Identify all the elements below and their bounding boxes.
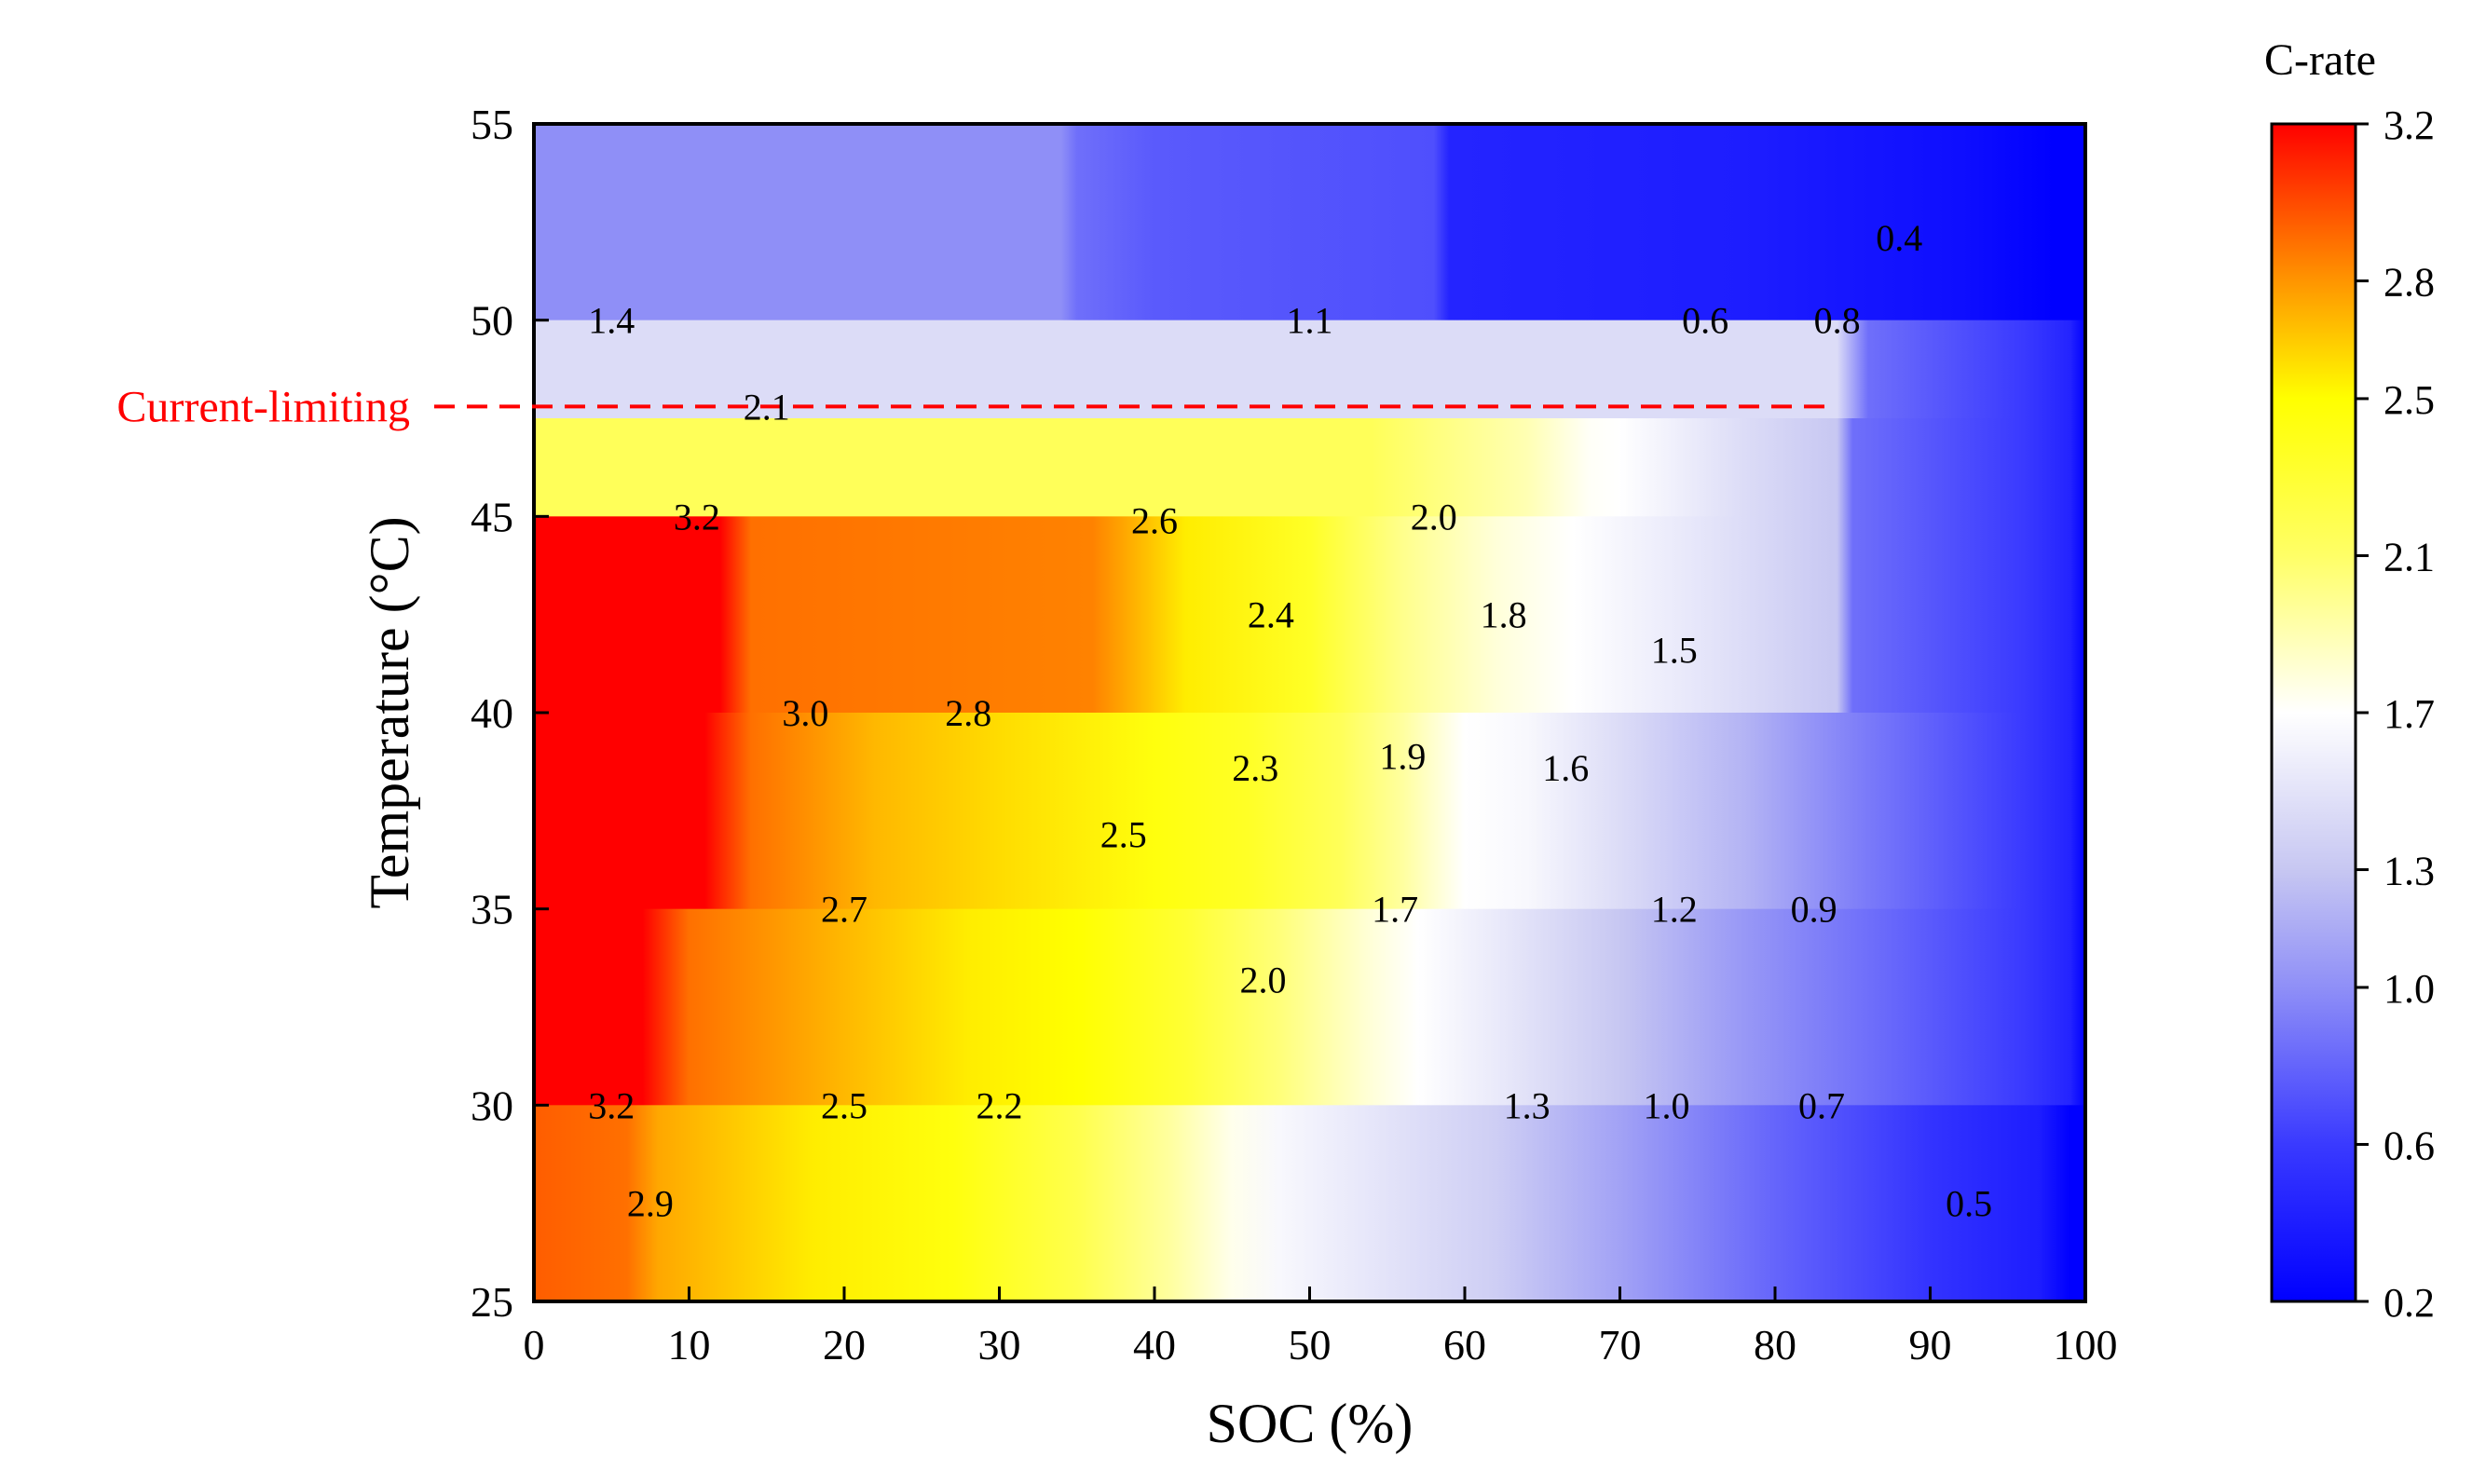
y-tick-label: 35	[471, 886, 513, 933]
x-tick-label: 60	[1443, 1321, 1486, 1368]
colorbar-tick-label: 0.2	[2384, 1280, 2435, 1326]
annotation-label: 2.4	[1248, 594, 1294, 636]
heatmap-band-30-35	[534, 908, 2085, 1107]
annotation-label: 0.7	[1798, 1084, 1845, 1126]
colorbar-tick-label: 1.0	[2384, 966, 2435, 1012]
annotation-label: 2.7	[821, 889, 867, 931]
annotation-label: 2.5	[821, 1084, 867, 1126]
x-tick-label: 80	[1754, 1321, 1796, 1368]
annotation-label: 1.2	[1651, 889, 1698, 931]
annotation-label: 2.5	[1100, 814, 1147, 856]
colorbar-tick-label: 2.1	[2384, 534, 2435, 579]
annotation-label: 1.6	[1542, 747, 1589, 789]
x-tick-label: 30	[978, 1321, 1021, 1368]
annotation-label: 1.7	[1372, 889, 1418, 931]
y-tick-label: 30	[471, 1082, 513, 1129]
x-tick-label: 50	[1289, 1321, 1332, 1368]
annotation-label: 1.5	[1651, 630, 1698, 672]
annotation-label: 1.9	[1379, 735, 1426, 777]
y-axis: 25 30 35 40 45 50 55	[471, 101, 549, 1326]
annotation-label: 2.3	[1232, 747, 1278, 789]
heatmap-band-35-40	[534, 713, 2085, 910]
colorbar-tick-label: 0.6	[2384, 1123, 2435, 1168]
annotation-label: 0.6	[1682, 300, 1728, 342]
colorbar-tick-label: 1.3	[2384, 849, 2435, 894]
colorbar-tick-label: 2.5	[2384, 377, 2435, 423]
colorbar-tick-label: 2.8	[2384, 260, 2435, 306]
annotation-label: 2.0	[1411, 496, 1457, 538]
y-tick-label: 50	[471, 297, 513, 345]
x-tick-label: 70	[1599, 1321, 1642, 1368]
y-tick-label: 45	[471, 493, 513, 540]
annotation-label: 2.8	[945, 692, 991, 734]
annotation-label: 0.5	[1946, 1183, 1992, 1225]
x-tick-label: 0	[524, 1321, 545, 1368]
annotation-label: 1.1	[1287, 300, 1333, 342]
value-annotations: 1.4 1.1 0.6 0.8 0.4 2.1 3.2 2.6 2.0 2.4 1.8 1.5 3.0 2…	[588, 217, 1992, 1224]
colorbar-gradient	[2270, 122, 2357, 1303]
heatmap-band-50-55	[534, 124, 2085, 321]
y-tick-label: 40	[471, 689, 513, 737]
annotation-label: 3.2	[588, 1084, 635, 1126]
annotation-label: 2.6	[1131, 500, 1178, 542]
annotation-label: 2.2	[977, 1084, 1023, 1126]
x-tick-label: 100	[2054, 1321, 2118, 1368]
annotation-label: 0.4	[1876, 217, 1922, 259]
x-tick-label: 20	[823, 1321, 866, 1368]
x-tick-label: 10	[668, 1321, 711, 1368]
annotation-label: 1.4	[588, 300, 635, 342]
colorbar-title: C-rate	[2264, 35, 2376, 85]
annotation-label: 2.1	[744, 386, 790, 428]
y-tick-label: 25	[471, 1278, 513, 1326]
heatmap-band-45-47.5	[534, 418, 2085, 518]
y-tick-label: 55	[471, 101, 513, 148]
annotation-label: 1.3	[1504, 1084, 1550, 1126]
heatmap-band-40-45	[534, 516, 2085, 714]
heatmap-band-25-30	[534, 1105, 2085, 1301]
annotation-label: 2.9	[627, 1183, 674, 1225]
annotation-label: 0.9	[1791, 889, 1837, 931]
annotation-label: 1.0	[1643, 1084, 1689, 1126]
x-tick-label: 90	[1909, 1321, 1952, 1368]
heatmap-bands	[534, 124, 2085, 1301]
current-limiting-reference: Current-limiting	[116, 382, 1830, 431]
annotation-label: 3.0	[782, 692, 828, 734]
colorbar-tick-label: 3.2	[2384, 102, 2435, 148]
colorbar: 0.2 0.6 1.0 1.3 1.7 2.1 2.5 2.8 3.2	[2270, 102, 2435, 1326]
colorbar-tick-label: 1.7	[2384, 691, 2435, 737]
heatmap-band-47.5-50	[534, 320, 2085, 419]
annotation-label: 0.8	[1814, 300, 1861, 342]
annotation-label: 2.0	[1240, 960, 1287, 1001]
x-axis: 0 10 20 30 40 50 60 70 80 90 100	[524, 1287, 2118, 1368]
current-limiting-label: Current-limiting	[116, 382, 410, 431]
x-axis-label: SOC (%)	[1207, 1393, 1414, 1454]
annotation-label: 3.2	[674, 496, 720, 538]
y-axis-label: Temperature (°C)	[359, 516, 420, 908]
annotation-label: 1.8	[1481, 594, 1527, 636]
x-tick-label: 40	[1133, 1321, 1176, 1368]
